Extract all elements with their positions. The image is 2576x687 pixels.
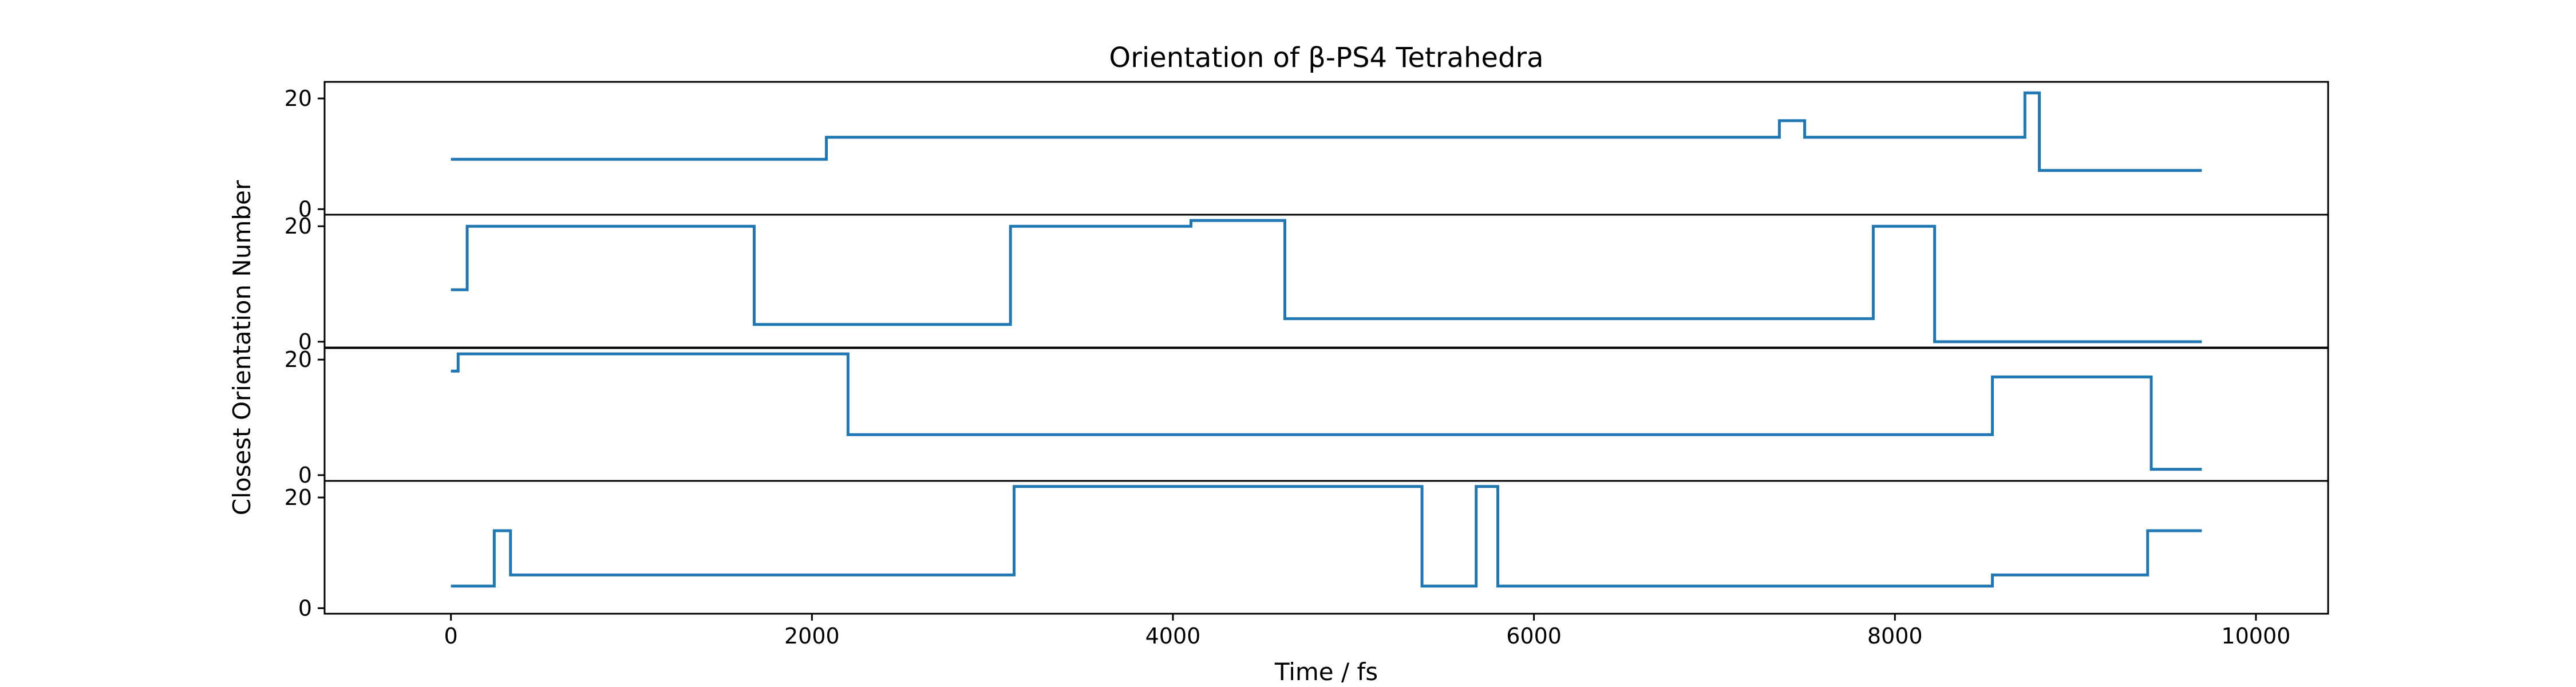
panel-1-y-tick-label: 20 bbox=[285, 86, 312, 111]
panel-2: 0 20 bbox=[285, 214, 2329, 354]
panel-3-step-line bbox=[451, 352, 2202, 471]
panel-3-frame bbox=[323, 347, 2329, 482]
panel-3-y-tick-label: 20 bbox=[285, 347, 312, 372]
panel-2-y-tick-label: 0 bbox=[298, 329, 312, 354]
panel-2-frame bbox=[323, 214, 2329, 349]
panel-3-y-tick-label: 0 bbox=[298, 463, 312, 488]
x-tick-label: 0 bbox=[444, 623, 458, 649]
panel-4-frame bbox=[323, 480, 2329, 615]
x-tick-label: 4000 bbox=[1145, 623, 1201, 649]
panel-4-y-tick-label: 0 bbox=[298, 595, 312, 621]
panel-2-step-line bbox=[451, 219, 2202, 344]
panel-4-step-line bbox=[451, 485, 2202, 588]
chart-title: Orientation of β-PS4 Tetrahedra bbox=[1109, 42, 1543, 74]
panel-1-y-tick-label: 0 bbox=[298, 196, 312, 222]
x-tick-label: 10000 bbox=[2221, 623, 2290, 649]
panel-4: 0 20 bbox=[285, 480, 2329, 621]
x-tick-label: 8000 bbox=[1867, 623, 1923, 649]
x-tick-label: 6000 bbox=[1506, 623, 1562, 649]
x-tick-label: 2000 bbox=[784, 623, 840, 649]
panel-1: 0 20 bbox=[285, 81, 2329, 222]
panel-2-y-tick-label: 20 bbox=[285, 214, 312, 239]
panel-1-frame bbox=[323, 81, 2329, 216]
y-axis-label: Closest Orientation Number bbox=[228, 180, 256, 515]
panel-1-step-line bbox=[451, 91, 2202, 172]
x-axis-label: Time / fs bbox=[1274, 658, 1378, 686]
panel-4-y-tick-label: 20 bbox=[285, 485, 312, 510]
panel-3: 0 20 bbox=[285, 347, 2329, 488]
